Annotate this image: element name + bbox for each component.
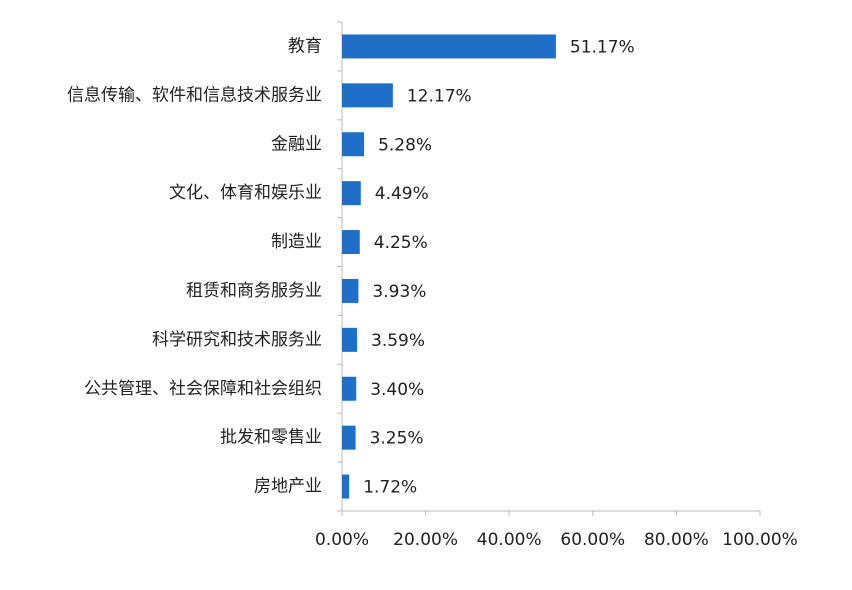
value-label: 3.40% xyxy=(370,380,424,400)
bar xyxy=(342,376,357,401)
value-label: 1.72% xyxy=(363,478,417,498)
y-tick-label: 科学研究和技术服务业 xyxy=(152,330,322,350)
bar xyxy=(342,132,365,157)
bar xyxy=(342,34,556,59)
y-tick-label: 教育 xyxy=(288,36,322,56)
value-label: 51.17% xyxy=(570,37,635,57)
bar xyxy=(342,181,361,206)
y-tick-label: 制造业 xyxy=(271,232,322,252)
y-tick-label: 金融业 xyxy=(271,134,322,154)
x-tick-label: 80.00% xyxy=(644,530,709,550)
y-tick-label: 房地产业 xyxy=(254,477,322,497)
x-tick-label: 40.00% xyxy=(477,530,542,550)
bar xyxy=(342,230,360,255)
value-label: 4.49% xyxy=(375,184,429,204)
value-label: 3.93% xyxy=(372,282,426,302)
x-tick-label: 100.00% xyxy=(722,530,798,550)
bar xyxy=(342,425,356,450)
y-tick-label: 文化、体育和娱乐业 xyxy=(169,183,322,203)
x-tick-label: 60.00% xyxy=(560,530,625,550)
y-tick-label: 信息传输、软件和信息技术服务业 xyxy=(67,85,322,105)
value-label: 4.25% xyxy=(374,233,428,253)
x-tick-label: 0.00% xyxy=(315,530,369,550)
y-tick-label: 公共管理、社会保障和社会组织 xyxy=(84,379,322,399)
value-label: 3.59% xyxy=(371,331,425,351)
bar xyxy=(342,474,350,499)
y-tick-label: 批发和零售业 xyxy=(220,428,322,448)
bar xyxy=(342,327,358,352)
bar xyxy=(342,83,393,108)
value-label: 3.25% xyxy=(370,429,424,449)
value-label: 5.28% xyxy=(378,135,432,155)
bar xyxy=(342,278,359,303)
y-tick-label: 租赁和商务服务业 xyxy=(186,281,322,301)
value-label: 12.17% xyxy=(407,86,472,106)
x-tick-label: 20.00% xyxy=(393,530,458,550)
